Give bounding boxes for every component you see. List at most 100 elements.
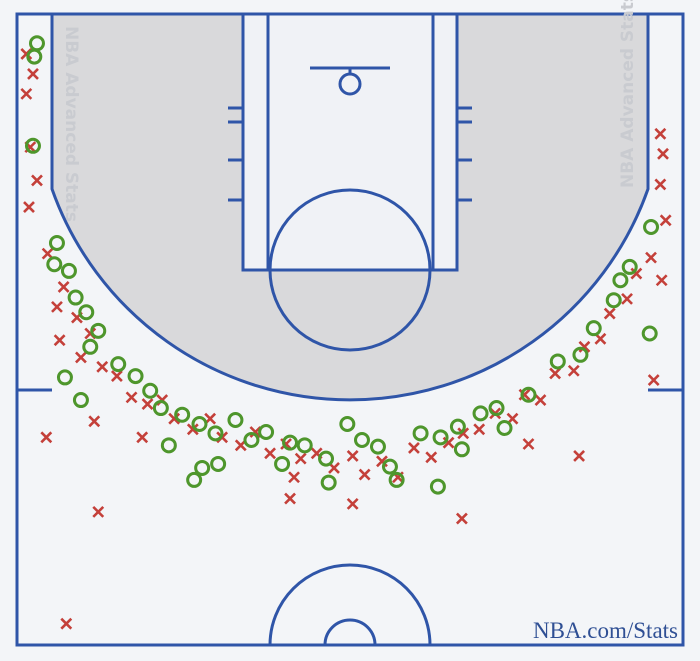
missed-shot [408,442,420,454]
made-shot [186,471,203,488]
missed-shot [249,426,262,438]
missed-shot [518,388,531,401]
made-shot [605,292,622,309]
missed-shot [41,247,54,260]
made-shot [572,346,589,363]
made-shot [207,425,224,442]
missed-shot [647,374,660,387]
made-shot [110,356,127,373]
missed-shot [31,174,43,187]
paint [243,14,457,270]
hash-marks [228,106,472,202]
missed-shot [57,280,70,293]
missed-shot [457,427,470,440]
credit: NBA.com/Stats [533,618,678,643]
missed-shot [594,332,607,345]
missed-shot [657,147,669,160]
made-shot [449,418,466,435]
made-shot [78,304,95,321]
missed-shot [264,447,276,460]
missed-shot [60,617,73,630]
missed-shot [645,251,657,264]
missed-shot [51,300,63,313]
made-shot [48,234,65,251]
made-shot [194,459,211,476]
missed-shot [567,364,580,377]
made-shot [191,416,208,433]
made-shot [24,137,41,154]
made-shot [339,416,356,433]
made-shot [210,455,227,472]
made-shot [429,478,446,495]
missed-shot [23,201,35,213]
missed-shot [125,391,138,404]
missed-shot [346,450,359,462]
made-shot [369,438,386,455]
missed-shot [603,307,616,320]
missed-shot [284,492,296,505]
missed-shot [53,334,66,347]
made-shot [174,406,191,423]
made-shot [453,441,470,458]
made-shot [282,434,299,451]
made-shot [496,420,513,437]
made-shot [549,353,566,370]
missed-shot [455,512,468,525]
missed-shot [141,398,154,410]
made-shot [621,258,638,275]
made-shot [381,458,398,475]
missed-shot [136,431,149,444]
made-shot [585,320,602,337]
made-shot [612,272,629,289]
missed-shot [621,292,633,305]
center-circle [268,563,432,646]
made-shot [90,322,107,339]
missed-shot [75,351,87,364]
made-shot [412,425,429,442]
missed-shot [92,505,105,518]
missed-shot [655,274,668,287]
missed-shot [40,431,53,444]
made-shot [56,369,73,386]
watermark: NBA Advanced Stats [61,26,81,222]
missed-shot [346,497,359,510]
free-throw-circle [268,188,432,352]
missed-shot [186,423,199,436]
made-shot [82,338,99,355]
missed-shot [110,370,123,383]
made-shot [26,48,43,65]
missed-shot [659,214,672,227]
watermark: NBA Advanced Stats [618,0,638,188]
made-shot [142,382,159,399]
made-shot [353,431,370,448]
center-inner [323,618,377,646]
made-shot [160,437,177,454]
made-shot [520,386,537,403]
missed-shot [654,127,667,140]
court: NBA Advanced Stats NBA Advanced Stats [15,0,685,647]
missed-shot [96,360,109,373]
missed-shot [27,67,39,80]
made-shot [643,218,660,235]
made-shot [46,256,63,273]
made-shot [127,368,144,385]
missed-shot [630,267,643,280]
made-shot [274,455,291,472]
made-shot [72,392,89,409]
missed-shot [578,340,591,353]
missed-shot [20,87,33,100]
missed-shot [522,438,535,450]
missed-shot [294,452,307,465]
made-shot [258,424,275,441]
missed-shot [549,367,562,380]
shots [20,35,672,630]
missed-shot [573,450,586,462]
rim [338,72,362,96]
made-shot [67,289,84,306]
missed-shot [425,451,438,464]
missed-shot [288,471,300,484]
missed-shot [168,412,181,425]
made-shot [60,262,77,279]
missed-shot [88,415,101,428]
